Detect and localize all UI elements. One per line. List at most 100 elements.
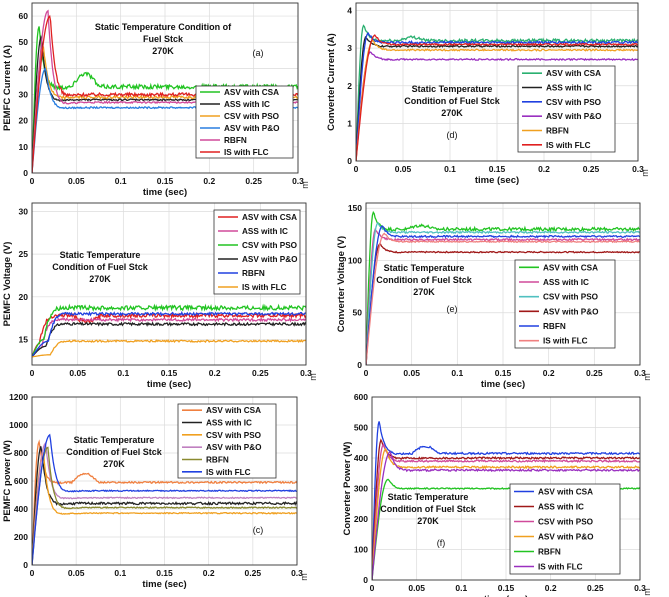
- series-line: [32, 339, 306, 358]
- x-tick-label: 0.1: [115, 176, 127, 186]
- y-tick-label: 30: [19, 90, 29, 100]
- annotation-text: Condition of Fuel Stck: [52, 262, 148, 272]
- x-axis-label: time (sec): [147, 379, 191, 390]
- legend-entry: CSV with PSO: [224, 112, 280, 121]
- legend-entry: CSV with PSO: [242, 241, 298, 250]
- legend-entry: ASV with P&O: [543, 307, 599, 316]
- annotation-text: 270K: [152, 46, 174, 56]
- x-tick-label: 0.1: [444, 164, 456, 174]
- x-tick-label: 0: [354, 164, 359, 174]
- legend-entry: RBFN: [224, 136, 247, 145]
- y-tick-label: 50: [19, 37, 29, 47]
- series-line: [372, 438, 640, 580]
- y-tick-label: 800: [14, 448, 28, 458]
- y-tick-label: 500: [354, 423, 368, 433]
- y-tick-label: 1000: [9, 420, 28, 430]
- y-tick-label: 200: [354, 514, 368, 524]
- series-line: [372, 447, 640, 580]
- x-tick-label: 0: [364, 368, 369, 378]
- series-line: [372, 443, 640, 580]
- legend-box: [195, 85, 294, 159]
- y-tick-label: 10: [19, 142, 29, 152]
- x-tick-label: 0: [370, 583, 375, 593]
- x-tick-label: 0.05: [68, 176, 85, 186]
- x-tick-label: 0.05: [69, 368, 86, 378]
- x-tick-label: 0.15: [156, 568, 173, 578]
- x-tick-label: 0.25: [245, 176, 262, 186]
- x-tick-label: 0.15: [157, 176, 174, 186]
- series-line: [32, 316, 306, 358]
- series-line: [32, 439, 297, 565]
- series-line: [356, 32, 638, 161]
- legend-entry: RBFN: [206, 456, 229, 465]
- y-tick-label: 0: [23, 560, 28, 570]
- annotation-text: Fuel Stck: [143, 34, 184, 44]
- series-line: [32, 446, 297, 565]
- y-axis-label: PEMFC power (W): [2, 440, 13, 522]
- legend-entry: ASS with IC: [206, 419, 252, 428]
- x-tick-label: 0.2: [209, 368, 221, 378]
- x-tick-label: 0.15: [498, 583, 515, 593]
- y-tick-label: 1: [347, 118, 352, 128]
- annotation-text: Static Temperature: [384, 263, 465, 273]
- legend-entry: RBFN: [543, 322, 566, 331]
- axes-frame: [365, 202, 641, 366]
- legend-entry: ASS with IC: [224, 100, 270, 109]
- x-tick-label: 0.3: [291, 568, 303, 578]
- legend-entry: RBFN: [546, 127, 569, 136]
- panel-tag: (a): [253, 48, 264, 58]
- legend-entry: IS with FLC: [543, 337, 588, 346]
- series-line: [366, 243, 640, 365]
- legend-entry: CSV with PSO: [538, 518, 594, 527]
- corner-mark: m: [642, 588, 652, 596]
- y-tick-label: 20: [19, 116, 29, 126]
- y-tick-label: 50: [353, 308, 363, 318]
- corner-mark: m: [308, 373, 318, 381]
- legend-entry: ASV with CSA: [242, 213, 297, 222]
- x-tick-label: 0.25: [587, 583, 604, 593]
- legend-entry: ASS with IC: [242, 227, 288, 236]
- y-axis-label: PEMFC Current (A): [2, 45, 13, 131]
- axes-frame: [31, 2, 299, 174]
- legend-entry: ASS with IC: [546, 84, 592, 93]
- series-line: [32, 433, 297, 565]
- legend-entry: CSV with PSO: [543, 293, 599, 302]
- annotation-text: 270K: [413, 287, 435, 297]
- annotation-text: 270K: [417, 516, 439, 526]
- y-tick-label: 600: [354, 392, 368, 402]
- y-tick-label: 2: [347, 81, 352, 91]
- annotation-text: 270K: [441, 108, 463, 118]
- panel-tag: (d): [447, 130, 458, 140]
- legend-entry: RBFN: [242, 269, 265, 278]
- x-tick-label: 0.25: [245, 568, 262, 578]
- axes-frame: [355, 2, 639, 162]
- panel-tag: (e): [447, 304, 458, 314]
- x-tick-label: 0.2: [203, 176, 215, 186]
- x-tick-label: 0.05: [408, 583, 425, 593]
- x-tick-label: 0.3: [634, 368, 646, 378]
- x-tick-label: 0.1: [114, 568, 126, 578]
- y-tick-label: 100: [348, 255, 362, 265]
- x-tick-label: 0.05: [395, 164, 412, 174]
- y-tick-label: 400: [354, 453, 368, 463]
- x-tick-label: 0.15: [489, 164, 506, 174]
- annotation-text: Condition of Fuel Stck: [380, 504, 476, 514]
- legend-box: [514, 259, 616, 349]
- legend-box: [213, 209, 301, 295]
- legend-entry: IS with FLC: [224, 148, 269, 157]
- legend-entry: RBFN: [538, 548, 561, 557]
- legend-box: [177, 403, 277, 479]
- legend-entry: ASV with P&O: [242, 255, 298, 264]
- annotation-text: 270K: [103, 459, 125, 469]
- x-tick-label: 0.05: [403, 368, 420, 378]
- series-line: [32, 310, 306, 358]
- series-line: [366, 228, 640, 365]
- annotation-text: Static Temperature: [60, 250, 141, 260]
- annotation-text: Condition of Fuel Stck: [404, 96, 500, 106]
- x-tick-label: 0.25: [586, 368, 603, 378]
- legend-entry: ASV with CSA: [206, 406, 261, 415]
- x-tick-label: 0: [30, 368, 35, 378]
- x-tick-label: 0.2: [543, 368, 555, 378]
- x-axis-label: time (sec): [484, 594, 528, 597]
- y-tick-label: 0: [23, 168, 28, 178]
